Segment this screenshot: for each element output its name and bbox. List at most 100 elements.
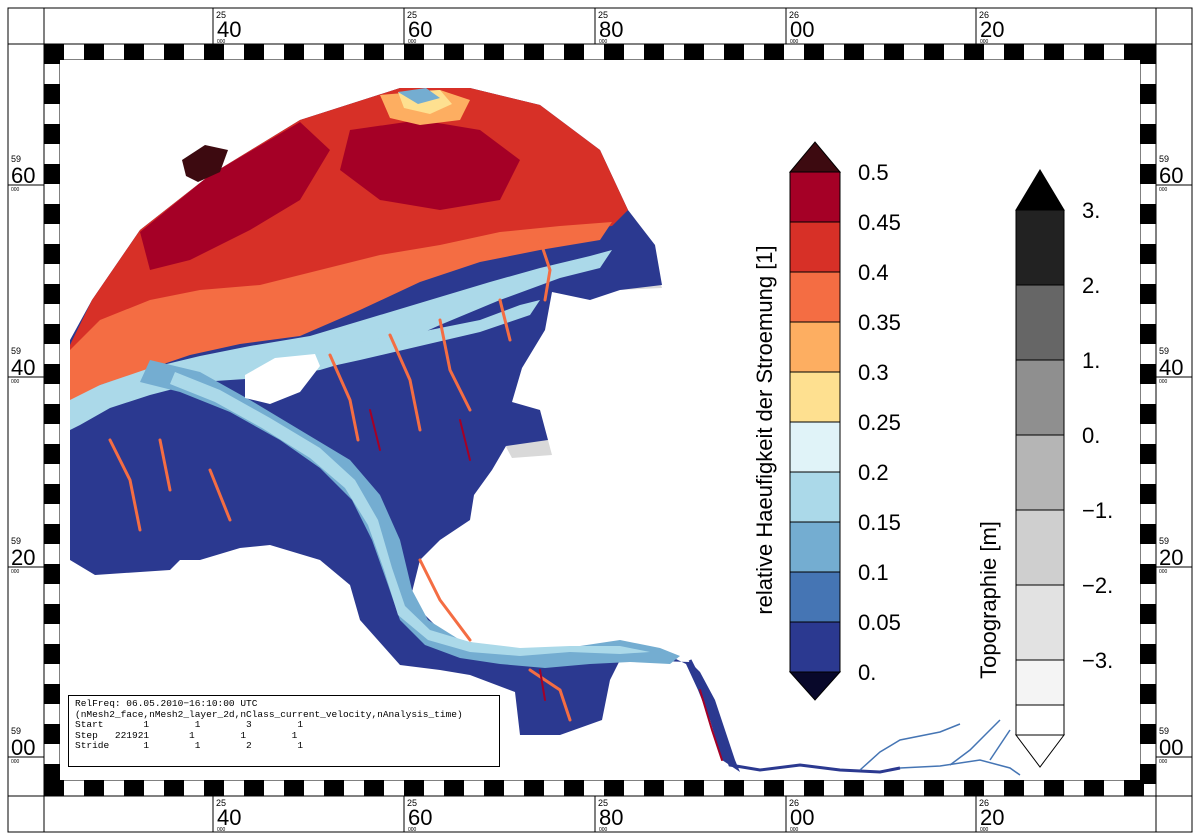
topo-legend-label: 1. xyxy=(1082,348,1100,373)
checker-cell xyxy=(1140,724,1156,744)
y-tick-minor-label: 59 xyxy=(1159,726,1169,736)
info-line-datetime: RelFreq: 06.05.2010−16:10:00 UTC xyxy=(75,698,258,709)
checker-cell xyxy=(1084,780,1104,796)
y-tick-sub-label: 000 xyxy=(1159,379,1168,385)
river-tributary xyxy=(899,759,1021,776)
checker-cell xyxy=(964,780,984,796)
checker-cell xyxy=(804,780,824,796)
y-tick-minor-label: 59 xyxy=(11,154,21,164)
flow-legend-label: 0.35 xyxy=(858,310,901,335)
topography-legend: 3. 2. 1. 0. −1. −2. −3. xyxy=(1015,169,1113,768)
checker-cell xyxy=(204,780,224,796)
x-tick-sub-label: 000 xyxy=(217,39,226,45)
checker-cell xyxy=(44,284,60,304)
checker-cell xyxy=(764,44,784,60)
checker-cell xyxy=(44,684,60,704)
channel-branch xyxy=(300,300,540,372)
flow-legend-under-triangle xyxy=(788,671,842,701)
checker-cell xyxy=(164,44,184,60)
deep-red-patch xyxy=(340,120,520,210)
island xyxy=(245,354,320,404)
checker-cell xyxy=(564,44,584,60)
checker-cell xyxy=(1084,44,1104,60)
info-box: RelFreq: 06.05.2010−16:10:00 UTC (nMesh2… xyxy=(68,695,500,767)
flow-legend-label: 0.5 xyxy=(858,160,889,185)
y-tick-major-label: 60 xyxy=(1159,163,1183,188)
topo-legend-label: 2. xyxy=(1082,273,1100,298)
checker-cell xyxy=(1140,204,1156,224)
info-line-step: Step 221921 1 1 1 xyxy=(75,729,298,741)
x-tick-major-label: 80 xyxy=(599,805,623,830)
checker-cell xyxy=(764,780,784,796)
max-freq-patch xyxy=(182,145,228,182)
checker-cell xyxy=(724,44,744,60)
checker-cell xyxy=(324,44,344,60)
y-tick-major-label: 20 xyxy=(1159,545,1183,570)
checker-cell xyxy=(364,44,384,60)
checker-cell xyxy=(1140,284,1156,304)
main-channel xyxy=(140,360,680,668)
checker-cell xyxy=(1140,684,1156,704)
checker-cell xyxy=(644,44,664,60)
checker-cell xyxy=(1140,484,1156,504)
checker-cell xyxy=(1044,780,1064,796)
flow-legend-label: 0.2 xyxy=(858,460,889,485)
info-line-dimensions: (nMesh2_face,nMesh2_layer_2d,nClass_curr… xyxy=(75,708,463,720)
x-tick-major-label: 80 xyxy=(599,17,623,42)
flow-legend-swatch xyxy=(789,271,841,323)
topo-legend-under-triangle xyxy=(1015,734,1065,768)
flow-legend-swatch xyxy=(789,421,841,473)
flow-legend-label: 0.4 xyxy=(858,260,889,285)
flow-legend-label: 0.25 xyxy=(858,410,901,435)
x-tick-sub-label: 000 xyxy=(980,39,989,45)
y-tick-major-label: 00 xyxy=(11,735,35,760)
x-tick-sub-label: 000 xyxy=(599,827,608,833)
checker-cell xyxy=(844,44,864,60)
checker-cell xyxy=(1140,44,1156,64)
x-tick-sub-label: 000 xyxy=(217,827,226,833)
checker-cell xyxy=(44,44,60,64)
flow-legend-label: 0.05 xyxy=(858,610,901,635)
x-tick-major-label: 40 xyxy=(217,17,241,42)
checker-cell xyxy=(924,780,944,796)
topo-legend-swatch xyxy=(1015,704,1065,736)
checker-cell xyxy=(1140,444,1156,464)
y-tick-sub-label: 000 xyxy=(1159,759,1168,765)
checker-cell xyxy=(164,780,184,796)
checker-cell xyxy=(44,604,60,624)
flow-legend-title: relative Haeufigkeit der Stroemung [1] xyxy=(752,245,777,614)
checker-cell xyxy=(1140,564,1156,584)
x-tick-minor-label: 25 xyxy=(598,10,608,20)
checker-cell xyxy=(404,44,424,60)
shoal-blue-patch xyxy=(398,88,440,104)
topo-legend-swatch xyxy=(1015,434,1065,511)
y-tick-major-label: 40 xyxy=(1159,355,1183,380)
checker-cell xyxy=(44,564,60,584)
checker-cell xyxy=(124,780,144,796)
checker-cell xyxy=(44,644,60,664)
topo-legend-label: −2. xyxy=(1082,573,1113,598)
checker-cell xyxy=(244,44,264,60)
checker-cell xyxy=(404,780,424,796)
river-tributary xyxy=(989,729,1011,761)
flow-legend-swatch xyxy=(789,321,841,373)
checker-cell xyxy=(1140,404,1156,424)
x-tick-sub-label: 000 xyxy=(408,827,417,833)
flow-legend-swatch xyxy=(789,621,841,673)
tidal-streaks-red xyxy=(369,409,723,761)
flow-legend-swatch xyxy=(789,171,841,223)
y-tick-major-label: 20 xyxy=(11,545,35,570)
checker-cell xyxy=(724,780,744,796)
flow-legend: 0.5 0.45 0.4 0.35 0.3 0.25 0.2 0.15 0.1 0.05 0. xyxy=(788,141,901,701)
y-tick-major-label: 00 xyxy=(1159,735,1183,760)
y-tick-sub-label: 000 xyxy=(1159,569,1168,575)
flow-legend-swatch xyxy=(789,471,841,523)
transition-zone xyxy=(70,250,612,430)
checker-cell xyxy=(44,724,60,744)
y-tick-sub-label: 000 xyxy=(1159,187,1168,193)
y-tick-sub-label: 000 xyxy=(11,569,20,575)
flow-legend-swatch xyxy=(789,371,841,423)
coordinate-labels: 2540000254000025600002560000258000025800… xyxy=(8,8,1192,833)
x-tick-major-label: 00 xyxy=(790,805,814,830)
